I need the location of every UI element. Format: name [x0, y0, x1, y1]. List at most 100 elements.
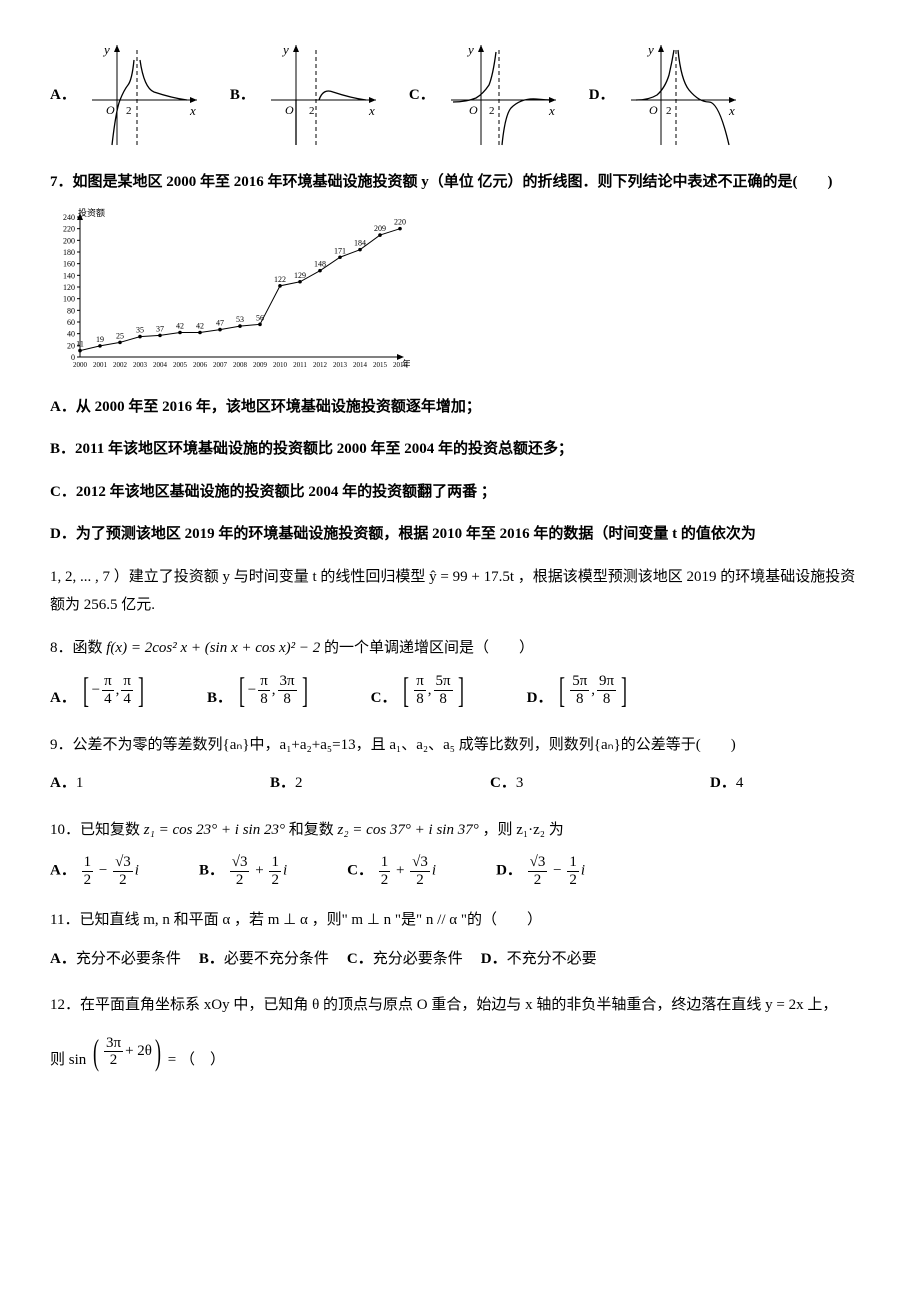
q8-label-c: C．: [371, 690, 397, 706]
q8-options: A． [ −π4, π4 ] B． [ −π8, 3π8 ] C． [ π8, …: [50, 672, 870, 713]
svg-text:y: y: [102, 42, 110, 57]
q11-a-val: 充分不必要条件: [76, 951, 181, 967]
svg-text:投资额: 投资额: [78, 207, 105, 218]
q8-d-hinum: 9π: [597, 673, 616, 691]
q10-a-anum: 1: [82, 854, 94, 872]
q10-a-bden: 2: [113, 872, 133, 889]
svg-text:2014: 2014: [353, 361, 368, 369]
q12-fden: 2: [104, 1052, 123, 1069]
svg-text:35: 35: [136, 325, 144, 334]
q6-option-d: D． x y O 2: [589, 40, 741, 150]
q10-c-anum: 1: [379, 854, 391, 872]
q11-opt-b: B．必要不充分条件: [199, 945, 329, 974]
q9-opt-b: B．2: [270, 769, 430, 798]
q8-opt-b: B． [ −π8, 3π8 ]: [207, 672, 311, 713]
svg-text:2001: 2001: [93, 361, 108, 369]
q7-opt-b: B．2011 年该地区环境基础设施的投资额比 2000 年至 2004 年的投资…: [50, 435, 870, 464]
q10-d-bden: 2: [567, 872, 579, 889]
q10-opt-b: B． √32 + 12i: [199, 854, 287, 888]
svg-text:O: O: [285, 103, 294, 117]
q12-expr-prefix: 则 sin: [50, 1052, 86, 1068]
q8-d-hiden: 8: [597, 691, 616, 708]
q7-opt-a: A．从 2000 年至 2016 年，该地区环境基础设施投资额逐年增加；: [50, 393, 870, 422]
svg-text:2012: 2012: [313, 361, 328, 369]
q10-z1: z₁ = cos 23° + i sin 23°: [144, 822, 285, 838]
q8-c-hiden: 8: [434, 691, 453, 708]
q10-d-anum: √3: [528, 854, 548, 872]
q8-c-lonum: π: [414, 673, 426, 691]
q7-opt-d-line2: 1, 2, ... , 7 ）建立了投资额 y 与时间变量 t 的线性回归模型 …: [50, 563, 870, 620]
q9-a-val: 1: [76, 775, 84, 791]
q10-c-sign: +: [396, 862, 404, 878]
q12-expr: 则 sin ( 3π2 + 2θ ) = （ ）: [50, 1034, 870, 1075]
q6-label-a: A．: [50, 81, 76, 110]
q12-expr-suffix: + 2θ: [125, 1037, 152, 1066]
q6-graph-c: x y O 2: [441, 40, 561, 150]
svg-text:53: 53: [236, 315, 244, 324]
svg-text:2013: 2013: [333, 361, 348, 369]
svg-text:年份: 年份: [402, 358, 410, 369]
q7-opt-c: C．2012 年该地区基础设施的投资额比 2004 年的投资额翻了两番 ；: [50, 478, 870, 507]
q9-d-val: 4: [736, 775, 744, 791]
svg-text:2: 2: [309, 105, 315, 117]
svg-text:2007: 2007: [213, 361, 228, 369]
q8-a-lonum: π: [102, 673, 114, 691]
q10-mid: 和复数: [289, 822, 338, 838]
q8-a-losign: −: [92, 676, 100, 705]
svg-text:100: 100: [63, 294, 75, 303]
svg-text:x: x: [728, 103, 735, 118]
q11-opt-a: A．充分不必要条件: [50, 945, 181, 974]
svg-text:2: 2: [666, 105, 672, 117]
q6-label-d: D．: [589, 81, 615, 110]
q9-stem: 9．公差不为零的等差数列{aₙ}中，a₁+a₂+a₅=13，且 a₁、a₂、a₅…: [50, 731, 870, 760]
q10-label-d: D．: [496, 862, 522, 878]
q8-opt-d: D． [ 5π8, 9π8 ]: [527, 672, 631, 713]
svg-text:O: O: [649, 103, 658, 117]
q10-label-a: A．: [50, 862, 76, 878]
q10-d-bnum: 1: [567, 854, 579, 872]
svg-text:37: 37: [156, 324, 164, 333]
svg-text:2011: 2011: [293, 361, 307, 369]
q7-opt-a-text: 从 2000 年至 2016 年，该地区环境基础设施投资额逐年增加；: [76, 399, 481, 415]
q9-label-b: B．: [270, 775, 295, 791]
svg-text:184: 184: [354, 238, 366, 247]
q8-a-hinum: π: [121, 673, 133, 691]
q10-c-aden: 2: [379, 872, 391, 889]
q10-b-bnum: 1: [269, 854, 281, 872]
svg-text:O: O: [106, 103, 115, 117]
q7-opt-c-text: 2012 年该地区基础设施的投资额比 2004 年的投资额翻了两番 ；: [76, 484, 496, 500]
q8-opt-a: A． [ −π4, π4 ]: [50, 672, 147, 713]
svg-text:2: 2: [126, 105, 132, 117]
q10-label-c: C．: [347, 862, 373, 878]
q11-options: A．充分不必要条件 B．必要不充分条件 C．充分必要条件 D．不充分不必要: [50, 945, 870, 974]
q8-d-loden: 8: [570, 691, 589, 708]
q10-a-bnum: √3: [113, 854, 133, 872]
q6-option-a: A． x y O 2: [50, 40, 202, 150]
svg-text:y: y: [466, 42, 474, 57]
q7-stem: 7．如图是某地区 2000 年至 2016 年环境基础设施投资额 y（单位 亿元…: [50, 168, 870, 197]
q10-opt-c: C． 12 + √32i: [347, 854, 436, 888]
q10-z2: z₂ = cos 37° + i sin 37°: [338, 822, 479, 838]
q11-label-c: C．: [347, 951, 373, 967]
q6-option-b: B． x y O 2: [230, 40, 381, 150]
q7-opt-d-text1: 为了预测该地区 2019 年的环境基础设施投资额，根据 2010 年至 2016…: [76, 526, 756, 542]
svg-text:20: 20: [67, 341, 75, 350]
q11-label-a: A．: [50, 951, 76, 967]
q10-c-bden: 2: [410, 872, 430, 889]
q9-opt-d: D．4: [710, 769, 870, 798]
q10-a-aden: 2: [82, 872, 94, 889]
svg-text:x: x: [548, 103, 555, 118]
q10-stem: 10．已知复数 z₁ = cos 23° + i sin 23° 和复数 z₂ …: [50, 816, 870, 845]
svg-text:47: 47: [216, 318, 224, 327]
q10-a-sign: −: [99, 862, 107, 878]
svg-text:2015: 2015: [373, 361, 388, 369]
q8-label-b: B．: [207, 690, 232, 706]
q11-d-val: 不充分不必要: [507, 951, 597, 967]
svg-text:120: 120: [63, 283, 75, 292]
q6-graph-a: x y O 2: [82, 40, 202, 150]
q10-b-sign: +: [255, 862, 263, 878]
q7-opt-d: D．为了预测该地区 2019 年的环境基础设施投资额，根据 2010 年至 20…: [50, 520, 870, 549]
q8-b-hiden: 8: [278, 691, 297, 708]
q8-a-loden: 4: [102, 691, 114, 708]
q10-b-aden: 2: [230, 872, 250, 889]
